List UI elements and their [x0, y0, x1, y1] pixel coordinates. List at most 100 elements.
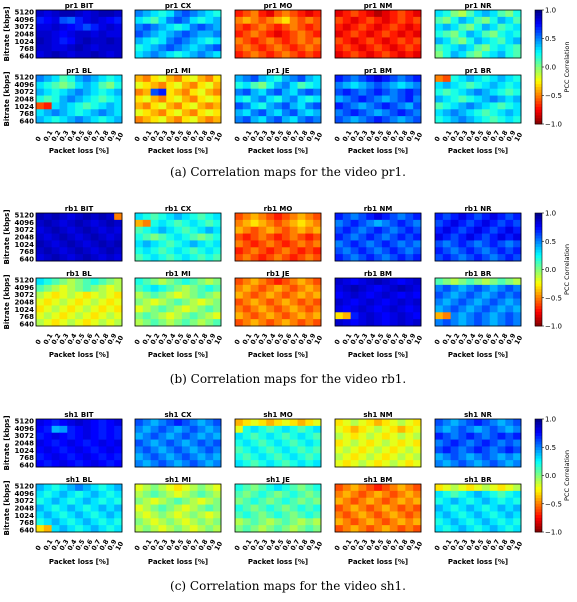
heatmap-cell [106, 497, 115, 505]
heatmap-cell [481, 213, 491, 221]
panel-frame [334, 212, 422, 262]
heatmap-cell [90, 460, 99, 468]
heatmap-cell [497, 102, 506, 110]
heatmap-cell [458, 453, 467, 461]
heatmap-cell [135, 226, 144, 234]
heatmap-cell [235, 312, 244, 320]
heatmap-cell [466, 51, 475, 59]
heatmap-cell [189, 278, 198, 286]
heatmap-cell [158, 233, 167, 241]
heatmap-cell [158, 109, 167, 117]
heatmap-panel: pr1 BIT51204096307220481024768640Bitrate… [3, 2, 123, 62]
colorbar-tick-label: −0.5 [545, 92, 562, 100]
heatmap-cell [435, 95, 444, 103]
heatmap-cell [397, 219, 406, 228]
colorbar-step [535, 38, 542, 42]
heatmap-cell [197, 278, 206, 286]
heatmap-cell [205, 453, 214, 461]
panel-frame [134, 9, 222, 59]
heatmap-cell [442, 278, 452, 286]
heatmap-cell [397, 419, 406, 427]
heatmap-cell [313, 432, 322, 440]
heatmap-cell [114, 116, 123, 124]
heatmap-cell [435, 81, 444, 90]
heatmap-cell [281, 497, 291, 505]
heatmap-cell [166, 278, 175, 286]
heatmap-cell [235, 319, 244, 327]
heatmap-cell [466, 446, 475, 454]
heatmap-cell [258, 213, 267, 221]
heatmap-cell [474, 439, 483, 447]
heatmap-cell [458, 95, 467, 103]
heatmap-cell [205, 278, 214, 286]
heatmap-cell [67, 23, 76, 31]
heatmap-cell [142, 504, 152, 512]
heatmap-cell [158, 518, 167, 526]
heatmap-cell [158, 30, 167, 38]
heatmap-cell [36, 95, 45, 103]
heatmap-cell [389, 44, 398, 52]
heatmap-cell [381, 518, 391, 526]
heatmap-cell [381, 88, 391, 96]
heatmap-cell [142, 484, 152, 492]
heatmap-cell [350, 247, 359, 255]
heatmap-cell [43, 44, 53, 52]
heatmap-cell [397, 75, 406, 83]
heatmap-cell [405, 240, 414, 248]
y-tick-label: 3072 [15, 226, 35, 234]
heatmap-cell [481, 75, 491, 83]
heatmap-cell [413, 453, 422, 461]
panel-frame [234, 212, 322, 262]
heatmap-cell [350, 305, 359, 313]
heatmap-cell [513, 484, 522, 492]
colorbar-step [535, 512, 542, 516]
heatmap-cell [366, 233, 375, 241]
heatmap-cell [142, 525, 152, 533]
heatmap-cell [266, 518, 275, 526]
heatmap-cell [213, 37, 222, 45]
heatmap-cell [442, 518, 452, 526]
heatmap-cell [43, 284, 53, 293]
heatmap-cell [142, 425, 152, 434]
heatmap-cell [505, 278, 514, 286]
heatmap-cell [350, 312, 359, 320]
heatmap-cell [67, 432, 76, 440]
heatmap-cell [297, 490, 306, 499]
heatmap-cell [158, 284, 167, 293]
heatmap-cell [82, 75, 92, 83]
heatmap-cell [374, 278, 383, 286]
heatmap-cell [114, 425, 123, 434]
heatmap-cell [197, 37, 206, 45]
heatmap-cell [405, 278, 414, 286]
colorbar-step [535, 75, 542, 79]
heatmap-cell [374, 44, 383, 52]
heatmap-cell [450, 226, 459, 234]
heatmap-cell [142, 213, 152, 221]
heatmap-cell [266, 233, 275, 241]
heatmap-cell [114, 432, 123, 440]
heatmap-cell [405, 219, 414, 228]
heatmap-cell [98, 116, 107, 124]
heatmap-cell [389, 116, 398, 124]
heatmap-cell [135, 511, 144, 519]
heatmap-cell [435, 511, 444, 519]
y-tick-label: 2048 [15, 234, 35, 242]
heatmap-cell [181, 10, 191, 18]
heatmap-cell [413, 95, 422, 103]
heatmap-cell [381, 226, 391, 234]
heatmap-cell [235, 16, 244, 25]
heatmap-cell [497, 484, 506, 492]
heatmap-cell [481, 446, 491, 454]
heatmap-cell [374, 453, 383, 461]
heatmap-cell [405, 490, 414, 499]
heatmap-cell [305, 51, 314, 59]
heatmap-cell [442, 497, 452, 505]
heatmap-cell [289, 88, 298, 96]
heatmap-cell [405, 298, 414, 306]
heatmap-cell [305, 439, 314, 447]
heatmap-cell [205, 518, 214, 526]
colorbar-step [535, 300, 542, 304]
heatmap-cell [213, 44, 222, 52]
heatmap-cell [305, 518, 314, 526]
heatmap-cell [250, 511, 259, 519]
